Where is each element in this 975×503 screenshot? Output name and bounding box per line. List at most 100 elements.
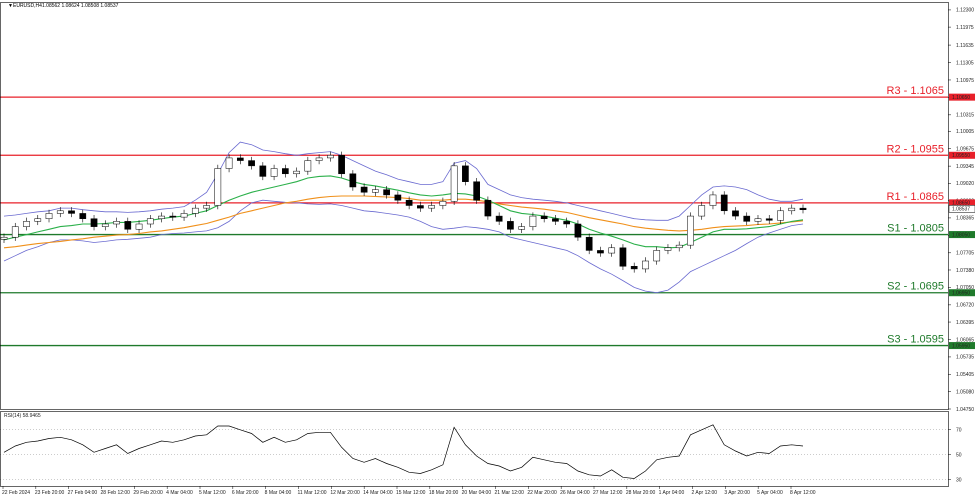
candle-body [518,226,526,230]
candle-body [394,194,402,201]
level-label: S3 - 1.0595 [887,334,944,346]
time-tick-label: 6 Mar 20:00 [232,490,259,496]
candle-body [68,210,75,214]
candle-body [743,215,751,222]
price-tick-label: 1.05080 [956,389,974,395]
level-price-tag-text: 1.05950 [952,343,970,349]
candle-body [180,213,188,218]
level-label: R2 - 1.0955 [887,143,944,155]
price-tick-label: 1.11635 [956,43,974,49]
price-tick-label: 1.09675 [956,146,974,152]
candle-body [417,205,424,209]
price-tick-label: 1.12300 [956,8,974,14]
candle-body [169,215,177,218]
level-label: R3 - 1.1065 [887,85,944,97]
candle-body [529,215,537,227]
rsi-pane[interactable]: RSI(14) 58.9465 70 50 30 [0,413,962,484]
candle-body [34,218,42,222]
candle-body [405,199,413,206]
price-pane-border [0,2,949,410]
time-tick-label: 22 Mar 20:00 [527,490,557,496]
time-tick-label: 4 Mar 04:00 [166,490,193,496]
candle-body [56,210,64,214]
candle-body [765,218,773,221]
price-tick-label: 1.11975 [956,25,974,31]
price-tick-label: 1.04750 [956,407,974,413]
candle-body [270,168,278,177]
candle-body [214,168,222,206]
candle-body [327,155,334,159]
candle-body [225,157,233,169]
candle-body [642,260,649,270]
time-tick-label: 12 Mar 20:00 [330,490,360,496]
candle-body [630,266,638,270]
price-tick-label: 1.11305 [956,60,974,66]
candle-body [315,157,323,161]
current-price-tag [948,205,975,213]
chart-frame [0,2,949,487]
price-tick-label: 1.10975 [956,78,974,84]
moving-average-slow [3,195,804,249]
price-tick-label: 1.10315 [956,113,974,119]
price-pane[interactable]: 1.12300 1.11975 1.11635 1.11305 1.10975 1.106… [0,8,975,413]
price-tick-label: 1.06395 [956,320,974,326]
rsi-tick-label: 70 [956,428,962,434]
rsi-title: RSI(14) 58.9465 [4,413,41,419]
level-price-tag-text: 1.10650 [952,95,970,101]
bollinger-lower-band [3,199,804,294]
time-tick-label: 2 Apr 12:00 [692,490,718,496]
time-tick-label: 28 Feb 12:00 [101,490,131,496]
candle-body [383,189,390,196]
candle-body [11,226,19,238]
level-price-tag-text: 1.08050 [952,232,970,238]
rsi-tick-label: 30 [956,478,962,484]
candle-body [281,168,289,175]
time-tick-label: 28 Mar 20:00 [626,490,656,496]
candle-body [124,221,132,230]
candle-body [484,199,492,217]
candle-body [754,218,762,222]
candle-body [0,236,8,240]
candle-body [439,201,447,206]
bollinger-upper-band [3,141,804,221]
time-tick-label: 27 Mar 12:00 [593,490,623,496]
candle-body [574,223,582,238]
rsi-pane-border [0,411,949,487]
candle-body [428,205,435,209]
candle-body [349,173,357,188]
price-tick-label: 1.09345 [956,164,974,170]
candle-body [709,194,717,206]
candle-body [687,215,694,246]
candle-body [360,186,368,193]
time-tick-label: 20 Mar 04:00 [462,490,492,496]
candle-body [473,181,480,201]
level-label: S1 - 1.0805 [887,223,944,235]
time-tick-label: 5 Apr 04:00 [757,490,783,496]
time-axis: 22 Feb 2024 23 Feb 20:00 27 Feb 04:00 28 Fe… [2,486,816,496]
time-tick-label: 18 Mar 20:00 [429,490,459,496]
level-label: R1 - 1.0865 [887,191,944,203]
candle-body [203,205,210,209]
candle-body [236,157,244,161]
price-tick-label: 1.07050 [956,285,974,291]
candle-body [597,250,604,254]
candle-body [259,165,267,177]
time-tick-label: 1 Apr 04:00 [659,490,685,496]
price-tick-label: 1.09020 [956,181,974,187]
level-price-tag [949,342,975,350]
price-tick-label: 1.06720 [956,303,974,309]
candle-body [304,160,312,172]
candle-body [101,223,109,227]
candle-body [675,244,683,249]
candle-body [619,247,627,267]
candle-body [191,207,199,214]
candle-body [372,189,379,193]
candle-body [732,210,739,217]
time-tick-label: 22 Feb 2024 [2,490,30,496]
level-price-tag-text: 1.06950 [952,291,970,297]
level-price-tag [949,231,975,239]
candle-body [777,210,784,221]
candle-body [158,215,165,219]
level-price-tag [949,289,975,297]
